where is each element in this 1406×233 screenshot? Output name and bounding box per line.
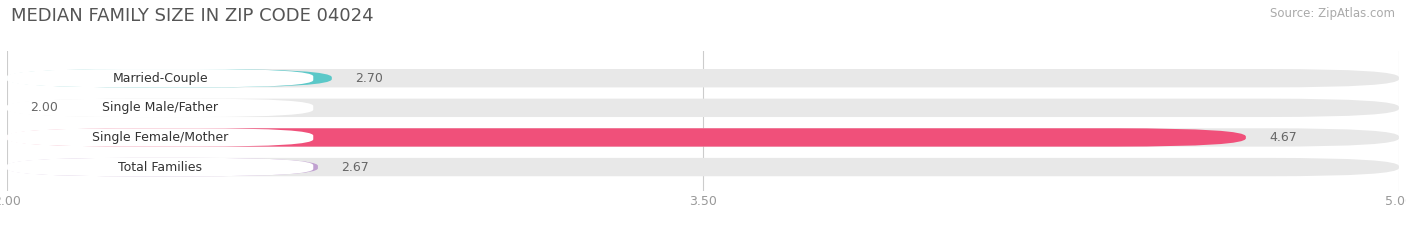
Text: 4.67: 4.67 bbox=[1270, 131, 1296, 144]
FancyBboxPatch shape bbox=[7, 158, 318, 176]
FancyBboxPatch shape bbox=[7, 128, 314, 147]
FancyBboxPatch shape bbox=[7, 99, 1399, 117]
FancyBboxPatch shape bbox=[7, 158, 1399, 176]
Text: Total Families: Total Families bbox=[118, 161, 202, 174]
Text: Single Male/Father: Single Male/Father bbox=[103, 101, 218, 114]
FancyBboxPatch shape bbox=[7, 99, 314, 117]
FancyBboxPatch shape bbox=[7, 128, 1246, 147]
Text: Source: ZipAtlas.com: Source: ZipAtlas.com bbox=[1270, 7, 1395, 20]
Text: 2.70: 2.70 bbox=[356, 72, 382, 85]
FancyBboxPatch shape bbox=[7, 69, 1399, 87]
Text: MEDIAN FAMILY SIZE IN ZIP CODE 04024: MEDIAN FAMILY SIZE IN ZIP CODE 04024 bbox=[11, 7, 374, 25]
Text: Single Female/Mother: Single Female/Mother bbox=[91, 131, 228, 144]
FancyBboxPatch shape bbox=[7, 69, 314, 87]
FancyBboxPatch shape bbox=[7, 158, 314, 176]
Text: Married-Couple: Married-Couple bbox=[112, 72, 208, 85]
Text: 2.67: 2.67 bbox=[342, 161, 368, 174]
Text: 2.00: 2.00 bbox=[30, 101, 58, 114]
FancyBboxPatch shape bbox=[7, 128, 1399, 147]
FancyBboxPatch shape bbox=[7, 69, 332, 87]
